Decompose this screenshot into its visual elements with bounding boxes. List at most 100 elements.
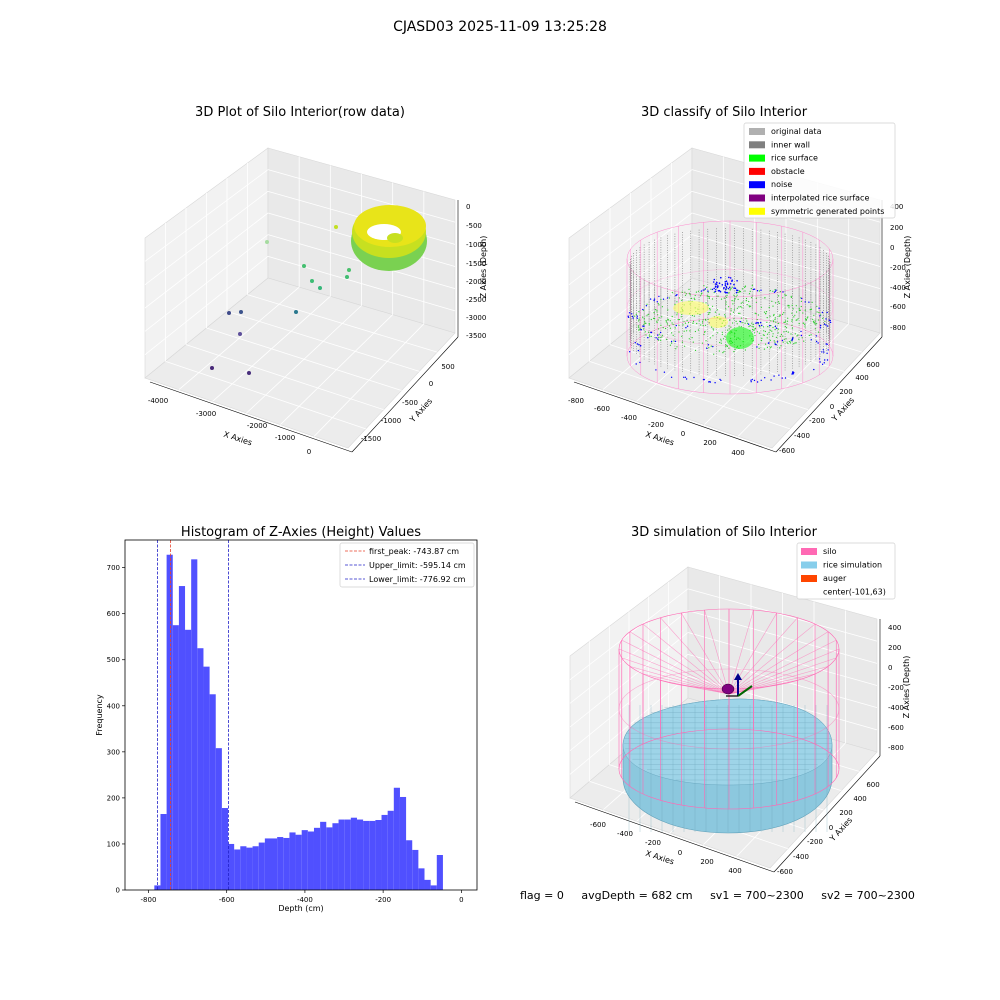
raw-point [210, 366, 214, 370]
panel1-z-tick: -1500 [466, 260, 486, 268]
raw-point [302, 264, 306, 268]
panel2-y-axis-line [775, 336, 883, 453]
panel2-z-tick: 200 [890, 224, 903, 232]
panel1-z-tick: -2500 [466, 296, 486, 304]
panel4-z-tick: -400 [888, 704, 904, 712]
histogram-bar [246, 847, 253, 890]
panel4-z-tick: -600 [888, 724, 904, 732]
legend-entry: auger [823, 574, 847, 583]
y-tick-label: 0 [116, 887, 120, 895]
histogram-bar [320, 821, 327, 890]
panel4-silo-wire [618, 608, 840, 810]
panel2-legend: original data inner wall rice surface obsta… [743, 122, 896, 219]
panel2-x-tick: -200 [648, 421, 664, 429]
histogram-bar [240, 846, 247, 890]
panel2-z-tick: -400 [890, 284, 906, 292]
panel3-title: Histogram of Z-Axies (Height) Values [181, 525, 421, 540]
panel1-y-tick: 0 [429, 380, 433, 388]
panel4-x-tick: -600 [590, 821, 606, 829]
histogram-bar [338, 819, 345, 890]
panel4-legend: silo rice simulation auger center(-101,63) [796, 542, 896, 600]
x-tick-label: -800 [141, 896, 157, 904]
y-tick-label: 100 [107, 840, 120, 848]
panel1-z-tick: -2000 [466, 278, 486, 286]
legend-lower-limit: Lower_limit: -776.92 cm [369, 575, 466, 584]
panel2-green-center [726, 327, 754, 349]
panel4-z-tick: 400 [888, 624, 901, 632]
histogram-bar [203, 666, 210, 890]
status-sv2: sv2 = 700~2300 [821, 889, 915, 902]
panel4-y-tick: 400 [853, 795, 866, 803]
histogram-bar [234, 849, 241, 890]
panel1-x-tick: 0 [307, 448, 311, 456]
raw-point [265, 240, 269, 244]
raw-point [347, 268, 351, 272]
histogram-bar [375, 820, 382, 890]
histogram-bar [258, 842, 265, 890]
panel2-x-axis-line [573, 381, 777, 453]
panel2-y-tick: -200 [809, 417, 825, 425]
legend-first-peak: first_peak: -743.87 cm [369, 547, 459, 556]
histogram-legend: first_peak: -743.87 cm Upper_limit: -595… [339, 542, 475, 588]
panel1-y-axis-line [351, 336, 459, 453]
raw-point [310, 279, 314, 283]
panel1-silo-ring [351, 205, 427, 271]
legend-upper-limit: Upper_limit: -595.14 cm [369, 561, 466, 570]
panel1-y-tick: -1500 [361, 435, 381, 443]
panel4-x-tick: -400 [617, 830, 633, 838]
panel2-x-label: X Axies [644, 430, 675, 448]
x-tick-label: -400 [297, 896, 313, 904]
histogram-bar [430, 885, 437, 890]
panel1-z-tick: -1000 [466, 241, 486, 249]
legend-swatch [801, 548, 817, 555]
panel1-grid [144, 156, 456, 437]
legend-entry: rice surface [771, 154, 818, 163]
histogram-bar [221, 808, 229, 890]
panel-classify-3d: 3D classify of Silo Interior -800 -600 -… [568, 105, 912, 457]
histogram-bar [424, 879, 431, 890]
raw-point [227, 311, 231, 315]
panel2-z-label: Z Axies (Depth) [903, 236, 912, 299]
histogram-bar [283, 837, 290, 890]
legend-swatch [749, 194, 765, 202]
panel2-y-tick: 200 [839, 388, 852, 396]
histogram-x-ticks: -800 -600 -400 -200 0 [141, 890, 464, 904]
panel2-z-tick: 400 [890, 203, 903, 211]
histogram-bar [406, 840, 413, 890]
raw-point [345, 275, 349, 279]
y-tick-label: 600 [107, 610, 120, 618]
panel2-y-tick: -600 [779, 447, 795, 455]
legend-entry: inner wall [771, 140, 810, 149]
legend-swatch [801, 561, 817, 569]
legend-swatch [749, 167, 765, 175]
legend-entry: original data [771, 127, 822, 136]
panel4-z-tick: -200 [888, 684, 904, 692]
panel1-x-tick: -3000 [196, 410, 216, 418]
legend-swatch [749, 154, 765, 162]
histogram-bar [197, 648, 204, 890]
panel4-x-tick: 0 [678, 849, 682, 857]
panel2-y-tick: -400 [794, 432, 810, 440]
panel4-x-label: X Axies [644, 849, 675, 867]
x-tick-label: 0 [459, 896, 463, 904]
panel2-x-tick: -400 [621, 414, 637, 422]
panel1-z-tick: 0 [466, 203, 470, 211]
status-avg-depth: avgDepth = 682 cm [581, 889, 693, 902]
histogram-y-label: Frequency [95, 694, 104, 736]
y-tick-label: 400 [107, 702, 120, 710]
panel1-y-tick: 500 [441, 363, 454, 371]
histogram-bar [301, 830, 308, 890]
panel-simulation-3d: 3D simulation of Silo Interior -600 -400… [569, 525, 911, 876]
panel1-x-tick: -2000 [247, 422, 267, 430]
panel1-z-tick: -3500 [466, 332, 486, 340]
legend-entry: rice simulation [823, 561, 882, 570]
legend-swatch [749, 181, 765, 189]
histogram-bar [387, 810, 394, 890]
panel1-y-tick: -500 [402, 399, 418, 407]
panel1-x-tick: -4000 [148, 397, 168, 405]
legend-swatch [749, 141, 765, 149]
raw-point [334, 225, 338, 229]
panel4-auger [721, 673, 753, 697]
panel4-y-tick: 200 [839, 809, 852, 817]
